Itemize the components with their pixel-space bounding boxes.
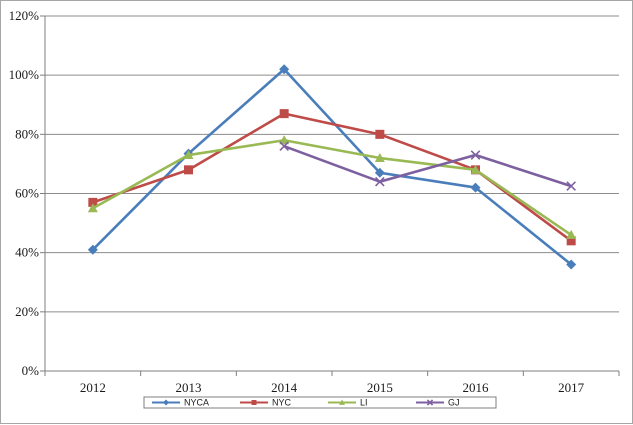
x-tick-label: 2015 <box>367 380 393 395</box>
legend-marker-nyca <box>163 399 169 406</box>
data-point-li <box>566 229 577 239</box>
data-point-li <box>183 150 194 160</box>
legend-marker-li <box>339 399 345 405</box>
data-point-li <box>470 164 481 174</box>
y-tick-labels: 0% 20% 40% 60% 80% 100% 120% <box>9 8 45 378</box>
legend-marker-nyc <box>251 400 257 405</box>
series-line-nyca <box>91 67 572 266</box>
data-point-li <box>87 203 98 213</box>
legend-label-nyc: NYC <box>272 398 292 408</box>
series-lines <box>87 64 577 270</box>
series-gj <box>279 141 576 191</box>
data-point-gj <box>375 176 385 187</box>
y-tick-label: 120% <box>9 8 40 23</box>
data-point-gj <box>470 150 481 160</box>
legend: NYCA NYC LI GJ <box>143 396 497 409</box>
x-tick-labels: 2012 2013 2014 2015 2016 2017 <box>44 371 620 395</box>
legend-item-nyca: NYCA <box>152 398 209 408</box>
x-tick-label: 2016 <box>463 380 490 395</box>
series-li <box>87 135 577 239</box>
legend-label-gj: GJ <box>448 398 460 408</box>
legend-item-li: LI <box>328 398 368 408</box>
series-line-nyc <box>92 112 572 242</box>
data-point-li <box>279 135 290 145</box>
data-point-nyc <box>184 165 193 175</box>
legend-label-nyca: NYCA <box>184 398 209 408</box>
data-point-nyca <box>87 244 98 255</box>
data-point-gj <box>279 141 289 151</box>
series-nyca <box>87 64 577 270</box>
y-tick-label: 100% <box>9 67 40 82</box>
y-tick-label: 20% <box>15 304 39 319</box>
data-point-nyc <box>279 109 289 119</box>
x-tick-label: 2014 <box>271 380 298 395</box>
data-point-gj <box>566 181 576 191</box>
data-point-nyca <box>566 259 577 270</box>
legend-item-nyc: NYC <box>240 398 292 408</box>
x-tick-label: 2013 <box>176 380 202 395</box>
legend-label-li: LI <box>360 398 368 408</box>
legend-item-gj: GJ <box>416 398 460 408</box>
gridlines <box>45 15 619 313</box>
y-tick-label: 40% <box>15 245 39 260</box>
series-line-li <box>92 138 572 236</box>
x-tick-label: 2017 <box>558 380 585 395</box>
series-nyc <box>88 109 576 246</box>
data-point-li <box>374 153 385 162</box>
data-point-nyca <box>470 182 481 193</box>
data-point-nyc <box>375 129 385 139</box>
legend-box <box>143 396 497 409</box>
y-tick-label: 80% <box>15 126 39 141</box>
x-tick-label: 2012 <box>80 380 106 395</box>
data-point-nyc <box>566 236 576 246</box>
data-point-nyc <box>88 197 98 207</box>
data-point-nyca <box>374 167 385 178</box>
legend-marker-gj <box>426 399 434 406</box>
y-tick-label: 60% <box>15 186 39 201</box>
data-point-nyca <box>279 64 290 75</box>
series-line-gj <box>283 144 572 188</box>
y-tick-label: 0% <box>22 363 40 378</box>
